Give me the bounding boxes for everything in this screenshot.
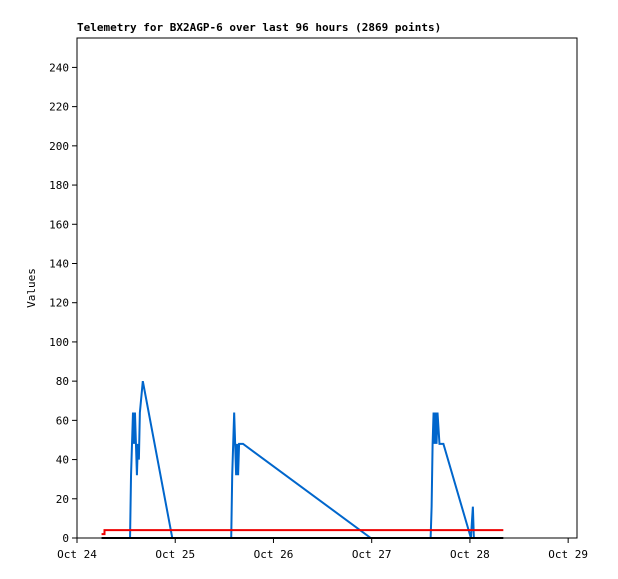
chart-title: Telemetry for BX2AGP-6 over last 96 hour… [77,21,441,34]
y-tick-label: 100 [49,336,69,349]
y-tick-label: 180 [49,179,69,192]
x-tick-label: Oct 26 [254,548,294,561]
y-tick-label: 80 [56,375,69,388]
y-tick-label: 160 [49,218,69,231]
y-tick-label: 120 [49,297,69,310]
x-tick-label: Oct 29 [548,548,588,561]
y-tick-label: 60 [56,414,69,427]
y-axis-label: Values [25,268,38,308]
y-tick-label: 0 [62,532,69,545]
x-tick-label: Oct 27 [352,548,392,561]
x-tick-label: Oct 24 [57,548,97,561]
y-tick-label: 140 [49,257,69,270]
x-tick-label: Oct 25 [155,548,195,561]
y-tick-label: 20 [56,493,69,506]
x-tick-label: Oct 28 [450,548,490,561]
y-tick-label: 200 [49,140,69,153]
y-tick-label: 240 [49,61,69,74]
plot-frame [76,37,578,539]
series-line [129,380,475,539]
series-line [101,529,504,536]
y-tick-label: 220 [49,101,69,114]
y-tick-label: 40 [56,454,69,467]
